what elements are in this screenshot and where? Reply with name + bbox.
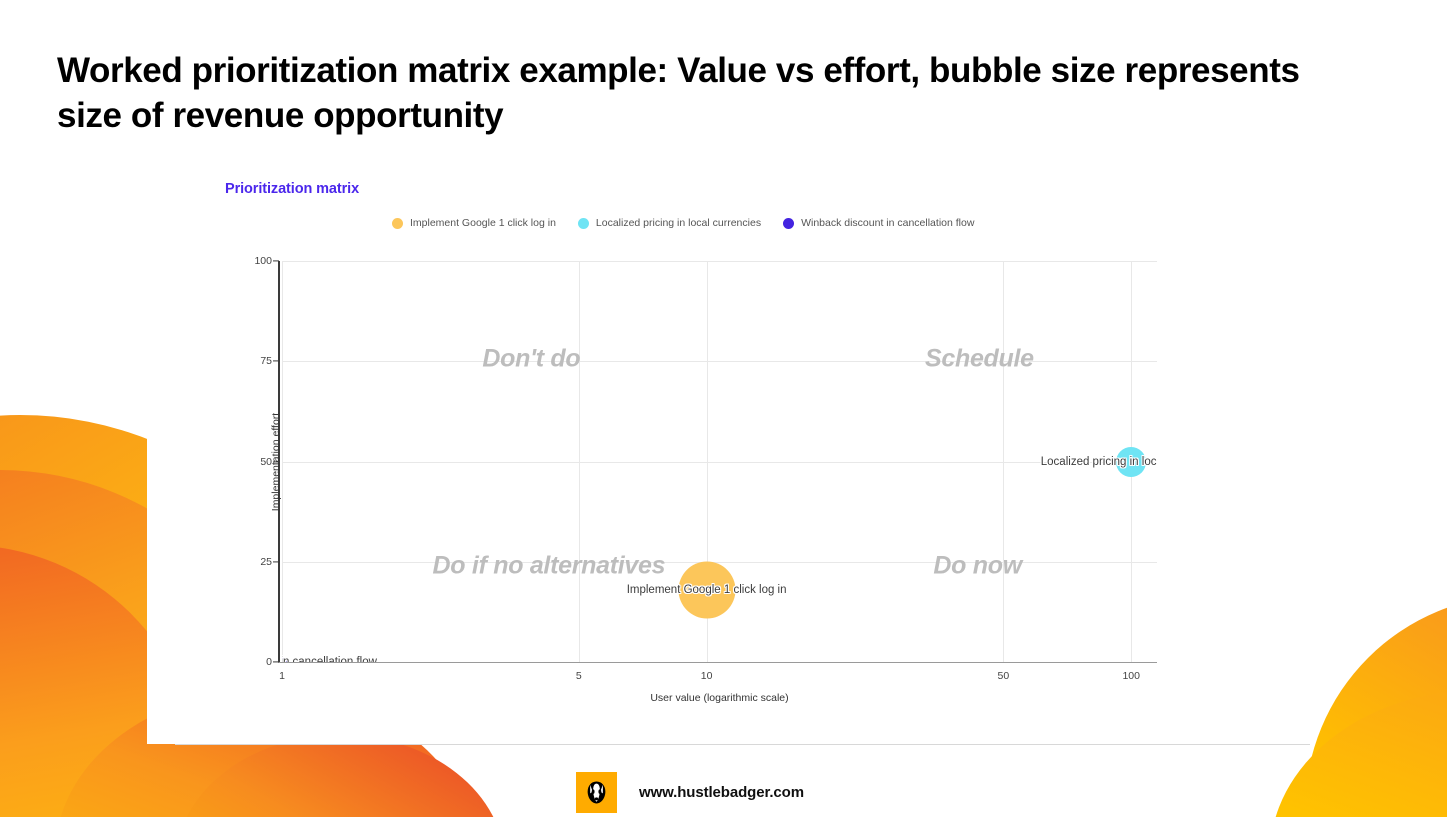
data-bubble-label: Winback discount in cancellation flow bbox=[282, 656, 377, 662]
data-bubble-label: Localized pricing in local currencies bbox=[1040, 455, 1157, 468]
plot-area: Implementation effort User value (logari… bbox=[254, 255, 1157, 704]
gridline-vertical bbox=[706, 261, 708, 662]
y-axis-tick-label: 0 bbox=[266, 656, 272, 668]
gridline-vertical bbox=[578, 261, 580, 662]
quadrant-label: Do if no alternatives bbox=[432, 551, 666, 580]
data-bubble[interactable] bbox=[1116, 446, 1147, 477]
badger-logo-icon bbox=[576, 772, 617, 813]
x-axis-tick-label: 10 bbox=[700, 670, 713, 682]
legend-swatch-icon bbox=[392, 217, 403, 229]
legend-item[interactable]: Implement Google 1 click log in bbox=[392, 217, 556, 229]
data-bubble-label: Implement Google 1 click log in bbox=[626, 583, 787, 596]
gridline-vertical bbox=[282, 261, 283, 662]
legend-swatch-icon bbox=[783, 217, 795, 229]
gridline-horizontal bbox=[282, 561, 1157, 563]
gridline-horizontal bbox=[282, 361, 1157, 363]
legend-item[interactable]: Localized pricing in local currencies bbox=[577, 217, 762, 229]
y-axis-tick-mark bbox=[273, 360, 279, 362]
legend-item[interactable]: Winback discount in cancellation flow bbox=[783, 217, 974, 229]
x-axis-tick-label: 5 bbox=[575, 670, 582, 682]
legend-label: Implement Google 1 click log in bbox=[410, 217, 556, 229]
quadrant-label: Don't do bbox=[482, 344, 581, 373]
y-axis-tick-label: 50 bbox=[260, 455, 272, 468]
footer-divider bbox=[175, 744, 1310, 745]
y-axis-tick-label: 25 bbox=[260, 555, 272, 568]
y-axis-tick-mark bbox=[273, 260, 279, 262]
quadrant-label: Schedule bbox=[925, 344, 1034, 373]
y-axis-tick-mark bbox=[273, 661, 279, 663]
footer-url: www.hustlebadger.com bbox=[639, 784, 804, 801]
gridline-horizontal bbox=[282, 461, 1157, 463]
decorative-arc-right-1 bbox=[1305, 595, 1447, 817]
x-axis-tick-label: 1 bbox=[279, 670, 285, 682]
bubble-layer: Implement Google 1 click log in Localized… bbox=[282, 261, 1157, 662]
x-axis-spine bbox=[278, 661, 1157, 663]
y-axis-tick-label: 100 bbox=[254, 255, 272, 267]
data-bubble[interactable] bbox=[678, 561, 736, 619]
x-axis-label: User value (logarithmic scale) bbox=[650, 692, 789, 704]
decorative-arc-left-5 bbox=[175, 735, 505, 817]
x-axis-tick-label: 50 bbox=[997, 670, 1010, 682]
data-bubble[interactable] bbox=[282, 657, 287, 662]
page-title: Worked prioritization matrix example: Va… bbox=[57, 51, 1300, 136]
y-axis-tick-mark bbox=[273, 460, 279, 463]
footer: www.hustlebadger.com bbox=[576, 772, 804, 813]
chart-legend: Implement Google 1 click log in Localized… bbox=[392, 217, 974, 229]
y-axis-tick-mark bbox=[273, 561, 279, 563]
legend-label: Localized pricing in local currencies bbox=[595, 217, 762, 229]
x-axis-tick-label: 100 bbox=[1122, 670, 1140, 682]
gridline-vertical bbox=[1003, 261, 1005, 662]
chart-title: Prioritization matrix bbox=[225, 181, 360, 197]
prioritization-matrix-chart: Prioritization matrix Implement Google 1… bbox=[147, 128, 1310, 744]
y-axis-tick-label: 75 bbox=[260, 355, 272, 368]
legend-swatch-icon bbox=[577, 217, 589, 229]
gridline-horizontal bbox=[282, 261, 1157, 262]
legend-label: Winback discount in cancellation flow bbox=[801, 217, 975, 229]
quadrant-label: Do now bbox=[933, 551, 1022, 580]
